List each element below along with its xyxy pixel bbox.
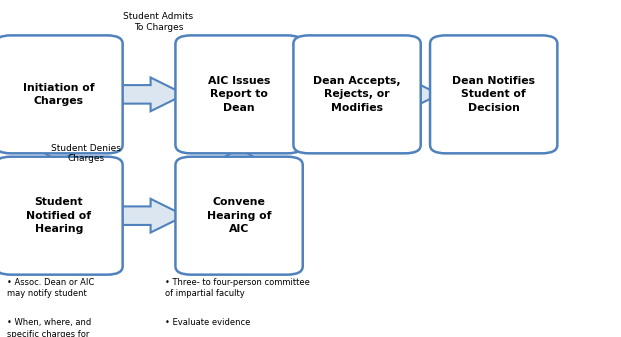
Text: • When, where, and
specific charges for
hearing: • When, where, and specific charges for …: [7, 318, 92, 337]
Text: Initiation of
Charges: Initiation of Charges: [23, 83, 95, 106]
FancyBboxPatch shape: [430, 35, 558, 153]
Polygon shape: [208, 148, 270, 167]
Text: • Evaluate evidence: • Evaluate evidence: [165, 318, 250, 328]
Text: AIC Issues
Report to
Dean: AIC Issues Report to Dean: [208, 76, 270, 113]
Text: Student Denies
Charges: Student Denies Charges: [51, 144, 120, 163]
Text: Student Admits
To Charges: Student Admits To Charges: [124, 12, 193, 32]
Text: Dean Accepts,
Rejects, or
Modifies: Dean Accepts, Rejects, or Modifies: [313, 76, 401, 113]
Text: • Assoc. Dean or AIC
may notify student: • Assoc. Dean or AIC may notify student: [7, 278, 94, 298]
Text: Convene
Hearing of
AIC: Convene Hearing of AIC: [207, 197, 271, 234]
Polygon shape: [268, 78, 302, 111]
Polygon shape: [113, 199, 185, 233]
FancyBboxPatch shape: [0, 35, 123, 153]
Text: • Three- to four-person committee
of impartial faculty: • Three- to four-person committee of imp…: [165, 278, 309, 298]
Text: Dean Notifies
Student of
Decision: Dean Notifies Student of Decision: [452, 76, 535, 113]
FancyBboxPatch shape: [293, 35, 421, 153]
Polygon shape: [28, 143, 90, 162]
Polygon shape: [113, 78, 185, 111]
FancyBboxPatch shape: [0, 157, 123, 275]
FancyBboxPatch shape: [175, 157, 303, 275]
Polygon shape: [405, 78, 440, 111]
FancyBboxPatch shape: [175, 35, 303, 153]
Text: Student
Notified of
Hearing: Student Notified of Hearing: [27, 197, 91, 234]
